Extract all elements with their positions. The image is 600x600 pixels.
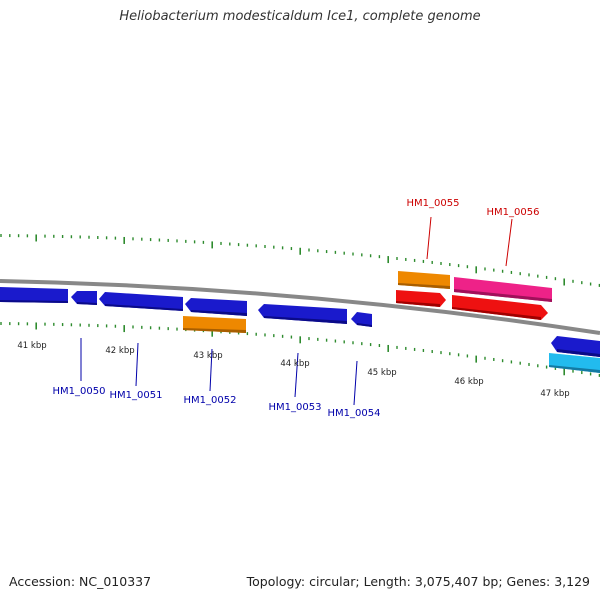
gene-hm1-0051[interactable] [71, 291, 97, 305]
kbp-labels: 41 kbp 42 kbp 43 kbp 44 kbp 45 kbp 46 kb… [17, 341, 569, 399]
feature-orange-hm1-0055[interactable] [398, 271, 450, 289]
feature-cyan-47kbp[interactable] [549, 353, 600, 373]
gene-label-hm1-0055[interactable]: HM1_0055 [407, 198, 460, 209]
tick-marks-outer [0, 234, 600, 287]
gene-right-blue[interactable] [551, 336, 600, 357]
gene-label-hm1-0054[interactable]: HM1_0054 [328, 408, 381, 419]
gene-hm1-0052[interactable] [99, 292, 183, 311]
callout-lines [80, 216, 513, 406]
feature-pink-hm1-0056[interactable] [454, 277, 552, 302]
gene-label-hm1-0051[interactable]: HM1_0051 [110, 390, 163, 401]
gene-hm1-0054b[interactable] [351, 312, 372, 327]
kbp-label-44: 44 kbp [280, 359, 309, 369]
gene-hm1-0054[interactable] [258, 304, 347, 324]
gene-label-hm1-0052[interactable]: HM1_0052 [184, 395, 237, 406]
kbp-label-46: 46 kbp [454, 377, 483, 387]
gene-hm1-0050[interactable] [0, 287, 68, 303]
kbp-label-47: 47 kbp [540, 389, 569, 399]
kbp-label-45: 45 kbp [367, 368, 396, 378]
gene-hm1-0056[interactable] [452, 295, 548, 320]
kbp-label-43: 43 kbp [193, 351, 222, 361]
gene-label-hm1-0053[interactable]: HM1_0053 [269, 402, 322, 413]
gene-labels: HM1_0050 HM1_0051 HM1_0052 HM1_0053 HM1_… [53, 198, 540, 419]
feature-orange-43kbp[interactable] [183, 316, 246, 333]
kbp-label-41: 41 kbp [17, 341, 46, 351]
gene-label-hm1-0056[interactable]: HM1_0056 [487, 207, 540, 218]
topology-text: Topology: circular; Length: 3,075,407 bp… [246, 574, 590, 589]
kbp-label-42: 42 kbp [105, 346, 134, 356]
genome-backbone [0, 279, 600, 335]
gene-hm1-0053[interactable] [185, 298, 247, 316]
gene-label-hm1-0050[interactable]: HM1_0050 [53, 386, 106, 397]
accession-text: Accession: NC_010337 [9, 574, 152, 589]
genome-title: Heliobacterium modesticaldum Ice1, compl… [119, 9, 481, 24]
gene-hm1-0055[interactable] [396, 290, 446, 307]
